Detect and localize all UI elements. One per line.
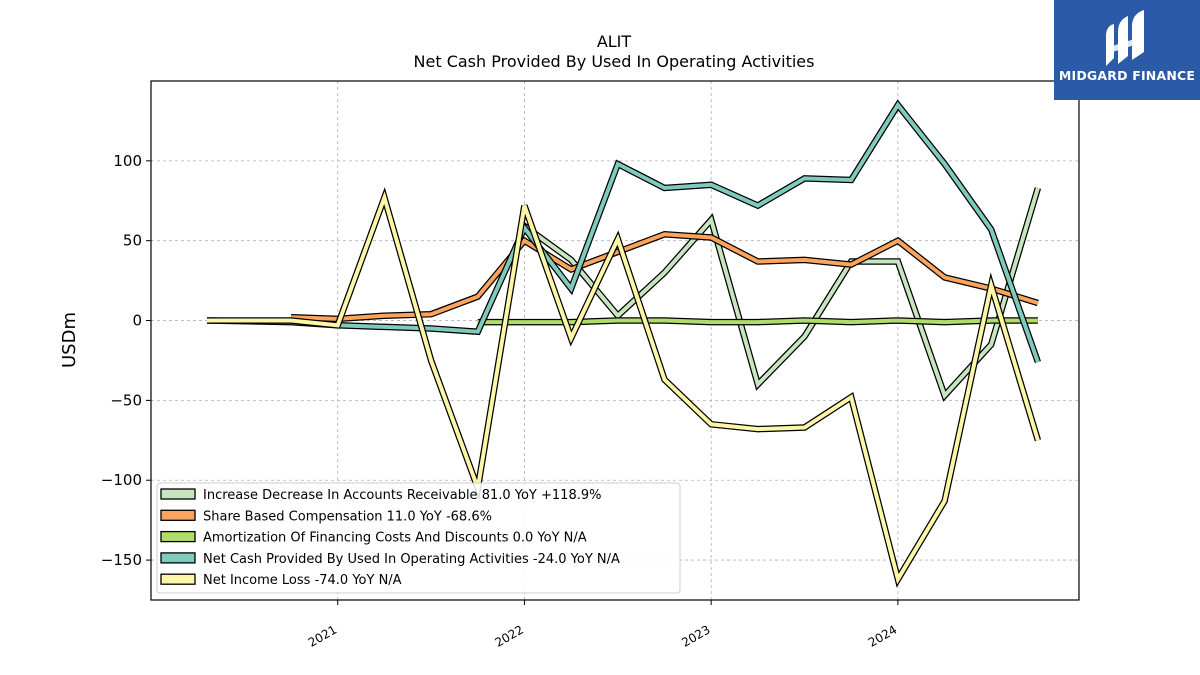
x-tick-label: 2023	[679, 622, 712, 649]
legend-label: Net Cash Provided By Used In Operating A…	[203, 552, 620, 567]
series-net-cash-provided-by-used-in-operating-activities	[206, 99, 1041, 364]
chart-title: ALIT	[597, 32, 632, 51]
series-line	[206, 101, 1040, 363]
legend-swatch	[160, 488, 196, 500]
series-amortization-of-financing-costs-and-discounts	[477, 317, 1038, 326]
chart-subtitle: Net Cash Provided By Used In Operating A…	[414, 52, 815, 71]
x-tick-label: 2024	[866, 622, 899, 649]
y-tick-label: 100	[113, 152, 142, 170]
legend-swatch	[160, 509, 196, 521]
y-tick-label: −150	[101, 551, 142, 569]
midgard-logo-icon	[1106, 10, 1144, 66]
legend: Increase Decrease In Accounts Receivable…	[156, 482, 681, 594]
y-axis-label: USDm	[59, 312, 80, 368]
legend-swatch	[160, 552, 196, 564]
x-tick-label: 2021	[306, 622, 339, 649]
legend-label: Increase Decrease In Accounts Receivable…	[203, 488, 601, 503]
y-tick-label: 0	[132, 312, 142, 330]
legend-swatch	[160, 530, 196, 543]
legend-label: Share Based Compensation 11.0 YoY -68.6%	[203, 509, 492, 524]
series-increase-decrease-in-accounts-receivable	[520, 187, 1042, 402]
y-tick-label: −50	[110, 391, 142, 409]
series-line	[521, 187, 1040, 400]
y-tick-label: 50	[123, 232, 142, 250]
y-tick-label: −100	[101, 471, 142, 489]
brand-logo: MIDGARD FINANCE	[1054, 0, 1200, 100]
plot-frame	[150, 80, 1080, 601]
legend-box	[156, 482, 681, 594]
x-tick-label: 2022	[492, 622, 525, 649]
series-lines	[206, 99, 1042, 588]
legend-swatch	[160, 573, 196, 585]
series-net-income-loss	[207, 187, 1042, 588]
series-line	[207, 191, 1040, 585]
legend-label: Net Income Loss -74.0 YoY N/A	[203, 573, 402, 588]
series-line	[477, 318, 1038, 325]
brand-name: MIDGARD FINANCE	[1058, 68, 1196, 83]
legend-label: Amortization Of Financing Costs And Disc…	[203, 531, 587, 546]
